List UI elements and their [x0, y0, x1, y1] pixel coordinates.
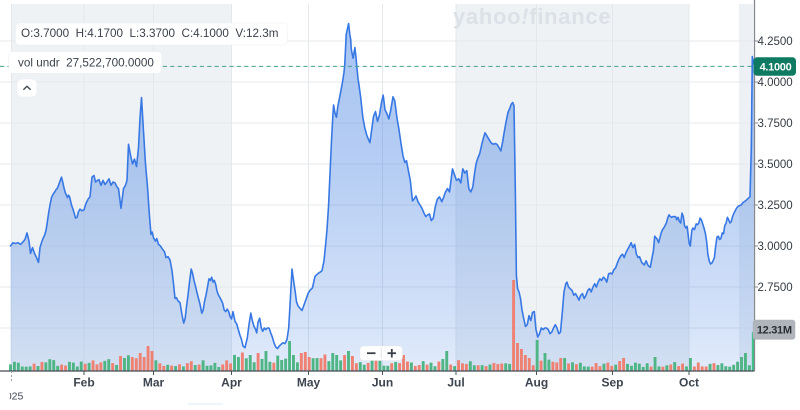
- svg-text:3.7500: 3.7500: [758, 118, 793, 130]
- svg-text:Feb: Feb: [73, 376, 94, 390]
- svg-text:Oct: Oct: [679, 376, 699, 390]
- svg-text:Mar: Mar: [143, 376, 165, 390]
- svg-text:yahoo!finance: yahoo!finance: [453, 4, 611, 29]
- svg-text:Jul: Jul: [447, 376, 464, 390]
- svg-text:May: May: [297, 376, 321, 390]
- svg-text:4.2500: 4.2500: [758, 36, 793, 48]
- svg-text:4.1000: 4.1000: [760, 62, 792, 74]
- svg-text:3.0000: 3.0000: [758, 241, 793, 253]
- svg-text:3.5000: 3.5000: [758, 159, 793, 171]
- svg-text:3.2500: 3.2500: [758, 200, 793, 212]
- svg-text:4.0000: 4.0000: [758, 77, 793, 89]
- svg-text:2.7500: 2.7500: [758, 282, 793, 294]
- svg-text:Sep: Sep: [601, 376, 623, 390]
- svg-text:Aug: Aug: [525, 376, 548, 390]
- svg-text:Jun: Jun: [372, 376, 393, 390]
- svg-text:Apr: Apr: [221, 376, 242, 390]
- svg-text:vol undr 27,522,700.0000: vol undr 27,522,700.0000: [18, 57, 154, 70]
- svg-text:12.31M: 12.31M: [757, 325, 792, 337]
- svg-text:O:3.7000 H:4.1700 L:3.3700: O:3.7000 H:4.1700 L:3.3700 C:4.1000 V:12…: [21, 27, 279, 40]
